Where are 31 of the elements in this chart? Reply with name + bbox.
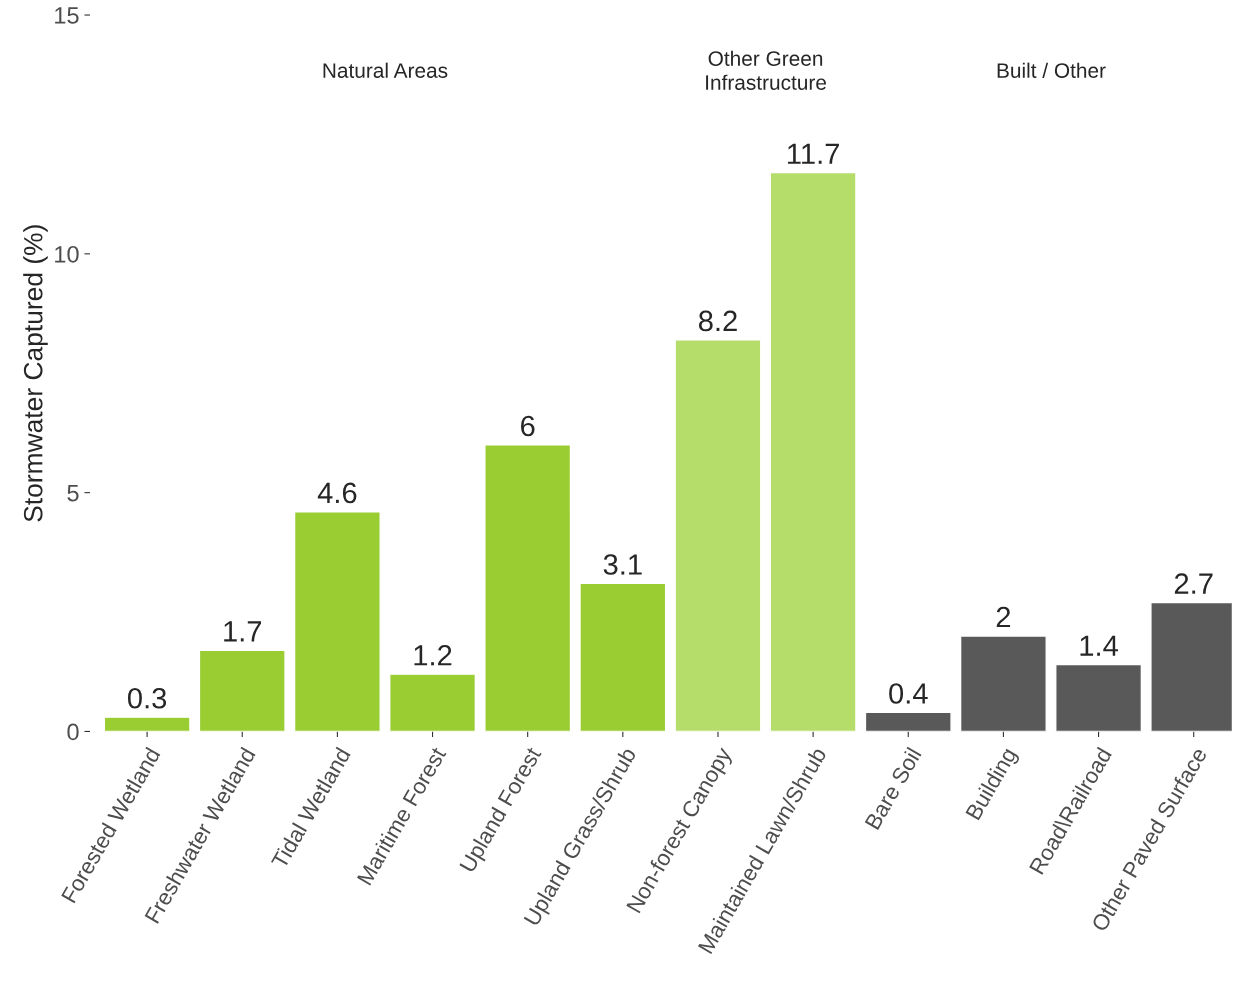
data-label: 1.7 <box>224 621 262 642</box>
bar <box>198 649 286 732</box>
data-label: 11.7 <box>788 143 839 164</box>
y-axis-title: Stormwater Captured (%) <box>23 225 48 522</box>
data-label: 1.4 <box>1080 635 1118 656</box>
bar <box>864 711 952 732</box>
data-label: 2.7 <box>1174 573 1213 594</box>
y-tick-label: 5 <box>67 484 79 502</box>
bar <box>674 339 762 732</box>
y-tick-label: 15 <box>55 7 79 24</box>
data-label: 0.4 <box>889 683 928 704</box>
data-label: 8.2 <box>698 310 737 332</box>
data-label: 2 <box>996 606 1011 628</box>
bar <box>769 171 857 732</box>
data-label: 1.2 <box>414 644 452 666</box>
bar <box>959 635 1047 732</box>
data-label: 3.1 <box>603 554 642 575</box>
bar <box>484 444 572 732</box>
bar <box>293 511 381 732</box>
annotation: Built / Other <box>997 62 1106 78</box>
y-tick-label: 0 <box>67 723 79 741</box>
annotation: Other Green Infrastructure <box>706 50 826 90</box>
bar <box>103 716 191 732</box>
bar <box>389 673 477 732</box>
annotation: Natural Areas <box>323 62 448 78</box>
bar <box>579 582 667 732</box>
data-label: 4.6 <box>317 482 357 504</box>
y-tick-label: 10 <box>55 245 79 263</box>
data-label: 0.3 <box>127 687 167 709</box>
bar <box>1055 663 1143 732</box>
data-label: 6 <box>521 415 535 437</box>
